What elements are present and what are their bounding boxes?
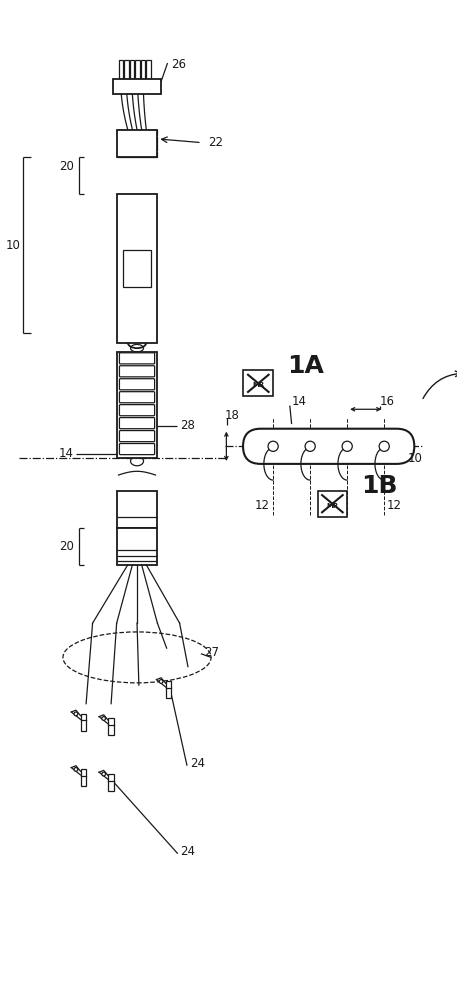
- Circle shape: [379, 441, 389, 451]
- Text: 10: 10: [407, 452, 422, 465]
- FancyBboxPatch shape: [119, 418, 154, 429]
- Circle shape: [102, 717, 106, 720]
- Bar: [117, 194, 157, 343]
- FancyBboxPatch shape: [243, 429, 414, 464]
- Circle shape: [342, 441, 352, 451]
- Text: 18: 18: [225, 409, 240, 422]
- Bar: [166, 681, 171, 698]
- Circle shape: [102, 772, 106, 776]
- Text: MR: MR: [326, 503, 339, 509]
- Bar: [80, 769, 86, 786]
- Text: 27: 27: [204, 646, 219, 659]
- Bar: [124, 60, 129, 79]
- Bar: [108, 718, 114, 735]
- Bar: [113, 79, 161, 94]
- Text: 22: 22: [208, 136, 223, 149]
- Text: 28: 28: [181, 419, 196, 432]
- Text: 1B: 1B: [361, 474, 398, 498]
- Text: 24: 24: [190, 757, 205, 770]
- Circle shape: [159, 680, 163, 683]
- Text: 12: 12: [387, 499, 402, 512]
- Text: 10: 10: [5, 239, 21, 252]
- Bar: [117, 528, 157, 565]
- Bar: [80, 714, 86, 731]
- Circle shape: [74, 712, 78, 716]
- Bar: [117, 137, 157, 143]
- FancyBboxPatch shape: [119, 431, 154, 442]
- FancyBboxPatch shape: [119, 444, 154, 455]
- Bar: [117, 352, 157, 458]
- Bar: [117, 130, 157, 135]
- Bar: [146, 60, 151, 79]
- Bar: [318, 491, 347, 517]
- FancyBboxPatch shape: [119, 379, 154, 390]
- Text: 20: 20: [59, 160, 74, 173]
- Text: 14: 14: [292, 395, 307, 408]
- Bar: [130, 60, 134, 79]
- Bar: [135, 60, 140, 79]
- Circle shape: [305, 441, 315, 451]
- Bar: [117, 144, 157, 150]
- Bar: [141, 60, 145, 79]
- Text: 14: 14: [59, 447, 74, 460]
- Circle shape: [268, 441, 278, 451]
- Bar: [117, 491, 157, 528]
- Text: 26: 26: [171, 58, 186, 71]
- Bar: [123, 250, 151, 287]
- Bar: [117, 152, 157, 157]
- Text: MR: MR: [252, 382, 265, 388]
- Text: 20: 20: [59, 540, 74, 553]
- Text: 12: 12: [255, 499, 270, 512]
- Text: 16: 16: [380, 395, 394, 408]
- Text: 1A: 1A: [287, 354, 324, 378]
- Bar: [108, 774, 114, 791]
- Bar: [118, 60, 123, 79]
- FancyBboxPatch shape: [119, 405, 154, 416]
- Bar: [117, 130, 157, 157]
- FancyBboxPatch shape: [119, 353, 154, 364]
- Text: 24: 24: [181, 845, 196, 858]
- FancyBboxPatch shape: [119, 366, 154, 377]
- Bar: [244, 370, 273, 396]
- FancyBboxPatch shape: [119, 392, 154, 403]
- Circle shape: [74, 768, 78, 771]
